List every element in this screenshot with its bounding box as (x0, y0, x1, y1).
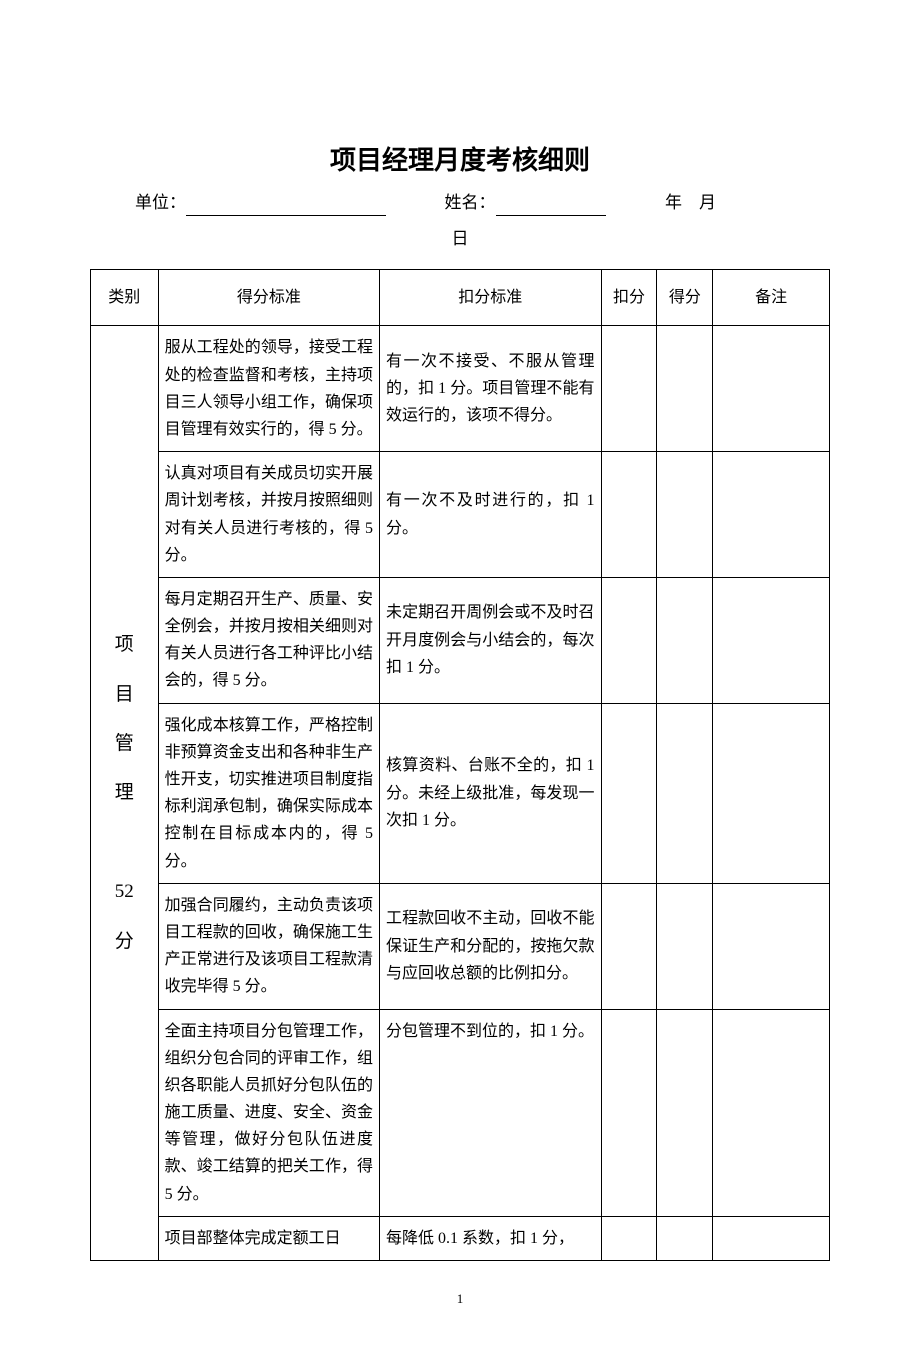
cell-score-standard: 强化成本核算工作，严格控制非预算资金支出和各种非生产性开支，切实推进项目制度指标… (158, 703, 379, 883)
day-label: 日 (452, 229, 469, 248)
cell-deduct (601, 1216, 657, 1260)
col-header-category: 类别 (91, 270, 159, 326)
meta-name: 姓名： (425, 189, 625, 216)
cat-char-3: 管 (115, 733, 134, 754)
table-row: 项 目 管 理 52 分 服从工程处的领导，接受工程处的检查监督和考核，主持项目… (91, 326, 830, 452)
cell-score (657, 1216, 713, 1260)
document-page: 项目经理月度考核细则 单位： 姓名： 年 月 日 类别 得分标准 扣分标准 (0, 0, 920, 1347)
cell-score (657, 883, 713, 1009)
col-header-deduct: 扣分 (601, 270, 657, 326)
cell-deduct-standard: 工程款回收不主动，回收不能保证生产和分配的，按拖欠款与应回收总额的比例扣分。 (380, 883, 601, 1009)
table-row: 加强合同履约，主动负责该项目工程款的回收，确保施工生产正常进行及该项目工程款清收… (91, 883, 830, 1009)
table-row: 每月定期召开生产、质量、安全例会，并按月按相关细则对有关人员进行各工种评比小结会… (91, 577, 830, 703)
cell-deduct-standard: 有一次不及时进行的，扣 1 分。 (380, 452, 601, 578)
document-title: 项目经理月度考核细则 (90, 140, 830, 177)
cell-score (657, 452, 713, 578)
unit-blank (186, 198, 386, 217)
cell-score-standard: 服从工程处的领导，接受工程处的检查监督和考核，主持项目三人领导小组工作，确保项目… (158, 326, 379, 452)
table-row: 全面主持项目分包管理工作，组织分包合同的评审工作，组织各职能人员抓好分包队伍的施… (91, 1009, 830, 1216)
cell-deduct (601, 1009, 657, 1216)
table-row: 认真对项目有关成员切实开展周计划考核，并按月按照细则对有关人员进行考核的，得 5… (91, 452, 830, 578)
col-header-remark: 备注 (713, 270, 830, 326)
table-header-row: 类别 得分标准 扣分标准 扣分 得分 备注 (91, 270, 830, 326)
cell-score-standard: 加强合同履约，主动负责该项目工程款的回收，确保施工生产正常进行及该项目工程款清收… (158, 883, 379, 1009)
meta-row: 单位： 姓名： 年 月 (90, 189, 830, 216)
cell-remark (713, 703, 830, 883)
meta-unit: 单位： (135, 189, 425, 216)
cell-score-standard: 认真对项目有关成员切实开展周计划考核，并按月按照细则对有关人员进行考核的，得 5… (158, 452, 379, 578)
cell-deduct (601, 883, 657, 1009)
page-number: 1 (90, 1291, 830, 1307)
month-label: 月 (699, 193, 716, 212)
unit-label: 单位： (135, 193, 186, 212)
cell-score (657, 577, 713, 703)
cat-score-1: 52 (115, 881, 134, 902)
cell-score (657, 1009, 713, 1216)
cell-score-standard: 全面主持项目分包管理工作，组织分包合同的评审工作，组织各职能人员抓好分包队伍的施… (158, 1009, 379, 1216)
cell-remark (713, 883, 830, 1009)
cell-deduct-standard: 核算资料、台账不全的，扣 1 分。未经上级批准，每发现一次扣 1 分。 (380, 703, 601, 883)
cell-deduct (601, 703, 657, 883)
cell-remark (713, 1216, 830, 1260)
cell-remark (713, 577, 830, 703)
name-label: 姓名： (445, 193, 496, 212)
cell-remark (713, 1009, 830, 1216)
cell-deduct-standard: 未定期召开周例会或不及时召开月度例会与小结会的，每次扣 1 分。 (380, 577, 601, 703)
cell-deduct (601, 577, 657, 703)
table-row: 项目部整体完成定额工日 每降低 0.1 系数，扣 1 分， (91, 1216, 830, 1260)
table-row: 强化成本核算工作，严格控制非预算资金支出和各种非生产性开支，切实推进项目制度指标… (91, 703, 830, 883)
assessment-table: 类别 得分标准 扣分标准 扣分 得分 备注 项 目 管 理 52 分 服从工程处… (90, 269, 830, 1261)
meta-date: 年 月 (625, 189, 785, 216)
cat-char-4: 理 (115, 782, 134, 803)
cat-char-2: 目 (115, 684, 134, 705)
cell-score (657, 326, 713, 452)
year-label: 年 (665, 193, 682, 212)
col-header-score-standard: 得分标准 (158, 270, 379, 326)
col-header-score: 得分 (657, 270, 713, 326)
cell-deduct-standard: 有一次不接受、不服从管理的，扣 1 分。项目管理不能有效运行的，该项不得分。 (380, 326, 601, 452)
cell-deduct (601, 452, 657, 578)
category-cell: 项 目 管 理 52 分 (91, 326, 159, 1261)
meta-day-row: 日 (90, 224, 830, 249)
name-blank (496, 198, 606, 217)
cell-score-standard: 项目部整体完成定额工日 (158, 1216, 379, 1260)
cell-deduct-standard: 分包管理不到位的，扣 1 分。 (380, 1009, 601, 1216)
cell-score-standard: 每月定期召开生产、质量、安全例会，并按月按相关细则对有关人员进行各工种评比小结会… (158, 577, 379, 703)
col-header-deduct-standard: 扣分标准 (380, 270, 601, 326)
cell-remark (713, 452, 830, 578)
cell-score (657, 703, 713, 883)
cell-deduct (601, 326, 657, 452)
cat-score-2: 分 (115, 931, 134, 952)
cell-remark (713, 326, 830, 452)
cell-deduct-standard: 每降低 0.1 系数，扣 1 分， (380, 1216, 601, 1260)
cat-char-1: 项 (115, 634, 134, 655)
